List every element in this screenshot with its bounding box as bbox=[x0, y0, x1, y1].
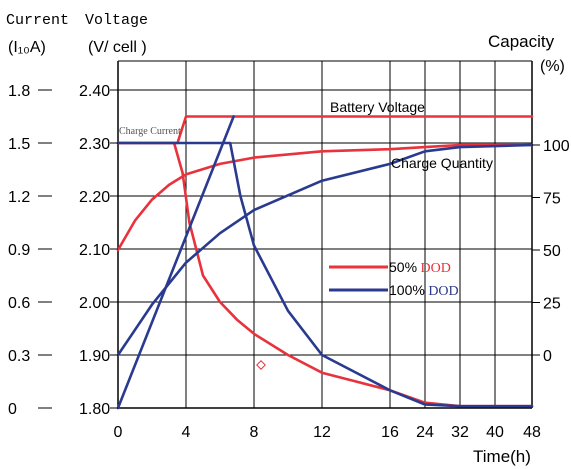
current-tick-label: 0 bbox=[8, 401, 17, 418]
capacity-tick-label: 0 bbox=[543, 348, 552, 365]
voltage-tick-label: 2.40 bbox=[79, 83, 110, 100]
capacity-tick-label: 50 bbox=[543, 243, 561, 260]
current-tick-label: 0.3 bbox=[8, 348, 30, 365]
current-tick-label: 0.6 bbox=[8, 295, 30, 312]
legend: 50% DOD 100% DOD bbox=[329, 259, 459, 299]
time-tick-label: 12 bbox=[313, 424, 331, 441]
voltage-tick-label: 2.20 bbox=[79, 189, 110, 206]
current-line-50 bbox=[116, 141, 534, 408]
battery-voltage-label: Battery Voltage bbox=[330, 99, 425, 115]
time-tick-label: 0 bbox=[114, 424, 123, 441]
capacity-tick-label: 25 bbox=[543, 296, 561, 313]
voltage-tick-label: 2.10 bbox=[79, 242, 110, 259]
capacity-line-100 bbox=[116, 143, 534, 357]
legend-label-50: 50% DOD bbox=[389, 259, 451, 276]
charge-current-label: Charge Current bbox=[119, 126, 181, 137]
capacity-unit: (%) bbox=[540, 58, 565, 75]
current-line-100 bbox=[116, 141, 534, 408]
voltage-tick-label: 2.30 bbox=[79, 136, 110, 153]
voltage-unit: (V/ cell ) bbox=[88, 39, 147, 56]
axes bbox=[117, 60, 533, 409]
time-tick-label: 40 bbox=[486, 424, 504, 441]
voltage-tick-label: 1.80 bbox=[79, 401, 110, 418]
current-header: Current bbox=[6, 12, 69, 29]
grid bbox=[118, 61, 533, 409]
current-tick-label: 1.2 bbox=[8, 189, 30, 206]
voltage-header: Voltage bbox=[85, 12, 148, 29]
marker-diamond bbox=[256, 360, 266, 370]
time-tick-label: 32 bbox=[451, 424, 469, 441]
capacity-line-50 bbox=[116, 143, 534, 252]
current-tick-label: 1.5 bbox=[8, 136, 30, 153]
current-tick-label: 0.9 bbox=[8, 242, 30, 259]
capacity-tick-label: 75 bbox=[543, 191, 561, 208]
tick-labels: 0 0.3 0.6 0.9 1.2 1.5 1.8 1.80 1.90 2.00 2.10 2.20 2… bbox=[8, 83, 570, 441]
charge-quantity-label: Charge Quantity bbox=[391, 155, 493, 171]
current-unit: (I₁₀A) bbox=[8, 39, 46, 56]
voltage-tick-label: 2.00 bbox=[79, 295, 110, 312]
time-tick-label: 48 bbox=[523, 424, 541, 441]
time-tick-label: 24 bbox=[416, 424, 434, 441]
voltage-tick-label: 1.90 bbox=[79, 348, 110, 365]
capacity-header: Capacity bbox=[488, 32, 555, 51]
time-tick-label: 16 bbox=[381, 424, 399, 441]
legend-label-100: 100% DOD bbox=[389, 282, 459, 299]
current-tick-label: 1.8 bbox=[8, 83, 30, 100]
series-layer bbox=[116, 115, 534, 410]
voltage-line-100 bbox=[116, 115, 235, 410]
time-tick-label: 8 bbox=[250, 424, 259, 441]
x-axis-title: Time(h) bbox=[473, 447, 531, 466]
capacity-tick-label: 100 bbox=[543, 138, 570, 155]
time-tick-label: 4 bbox=[182, 424, 191, 441]
